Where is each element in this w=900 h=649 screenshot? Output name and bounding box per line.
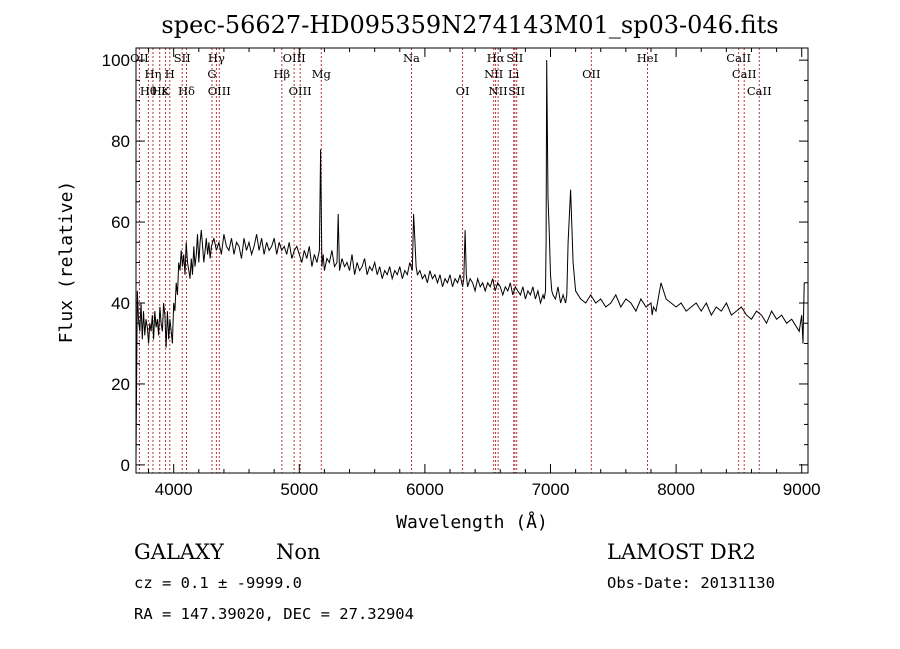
- x-tick-label-1: 5000: [280, 480, 318, 499]
- x-tick-label-3: 7000: [532, 480, 570, 499]
- line-marker-label-24: HeI: [637, 51, 658, 65]
- y-tick-label-2: 40: [111, 294, 130, 313]
- line-marker-label-25: CaII: [726, 51, 751, 65]
- coordinates: RA = 147.39020, DEC = 27.32904: [134, 605, 414, 623]
- line-marker-label-11: Hβ: [273, 67, 290, 81]
- spectrum-line: [135, 60, 805, 461]
- line-marker-label-1: Hη: [144, 67, 161, 81]
- line-marker-label-21: Li: [508, 67, 520, 81]
- survey-name: LAMOST DR2: [607, 540, 756, 564]
- plot-frame: [135, 47, 809, 474]
- observation-date: Obs-Date: 20131130: [607, 574, 775, 592]
- x-axis-label: Wavelength (Å): [396, 511, 548, 533]
- x-tick-label-0: 4000: [155, 480, 193, 499]
- line-marker-label-23: OII: [582, 67, 601, 81]
- line-marker-label-16: OI: [456, 84, 470, 98]
- line-marker-label-8: Hγ: [208, 51, 225, 65]
- line-marker-label-9: G: [207, 67, 216, 81]
- y-tick-label-4: 80: [111, 132, 130, 151]
- line-marker-label-10: OIII: [208, 84, 231, 98]
- chart-title: spec-56627-HD095359N274143M01_sp03-046.f…: [161, 11, 778, 39]
- line-marker-label-14: Mg: [312, 67, 332, 81]
- line-marker-labels: OIIHηHθHεKHSIIHδHγGOIIIHβOIIIOIIIMgNaOIH…: [130, 51, 772, 98]
- line-marker-label-22: SII: [508, 84, 525, 98]
- y-axis-label: Flux (relative): [56, 181, 77, 344]
- line-marker-label-15: Na: [403, 51, 420, 65]
- line-marker-label-19: NII: [489, 84, 508, 98]
- line-marker-label-12: OIII: [283, 51, 306, 65]
- line-marker-label-5: H: [165, 67, 175, 81]
- object-subclass: Non: [276, 540, 321, 564]
- line-marker-label-0: OII: [130, 51, 149, 65]
- x-tick-label-4: 8000: [657, 480, 695, 499]
- y-tick-label-5: 100: [102, 51, 130, 70]
- line-markers: [138, 48, 760, 473]
- line-marker-label-18: NII: [484, 67, 503, 81]
- spectrum-series: [135, 60, 805, 461]
- object-class: GALAXY: [134, 540, 225, 564]
- line-marker-label-26: CaII: [732, 67, 757, 81]
- y-axis-ticks: 0 20 40 60 80 100: [102, 51, 808, 475]
- line-marker-label-3: Hε: [152, 84, 168, 98]
- redshift-line: cz = 0.1 ± -9999.0: [134, 574, 302, 592]
- line-marker-label-7: Hδ: [178, 84, 195, 98]
- line-marker-label-20: SII: [506, 51, 523, 65]
- line-marker-label-17: Hα: [487, 51, 505, 65]
- y-tick-label-1: 20: [111, 375, 130, 394]
- x-axis-ticks: 4000 5000 6000 7000 8000 9000: [148, 48, 821, 499]
- line-marker-label-27: CaII: [747, 84, 772, 98]
- line-marker-label-2: Hθ: [140, 84, 157, 98]
- y-tick-label-3: 60: [111, 213, 130, 232]
- x-tick-label-5: 9000: [783, 480, 821, 499]
- line-marker-label-13: OIII: [289, 84, 312, 98]
- y-tick-label-0: 0: [121, 456, 130, 475]
- x-tick-label-2: 6000: [406, 480, 444, 499]
- line-marker-label-4: K: [161, 84, 170, 98]
- line-marker-label-6: SII: [174, 51, 191, 65]
